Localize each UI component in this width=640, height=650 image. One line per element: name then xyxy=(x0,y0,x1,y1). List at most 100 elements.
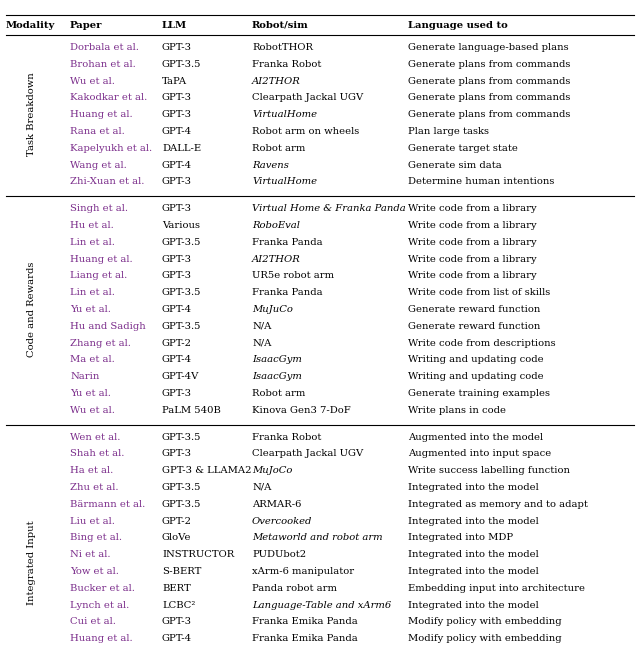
Text: Plan large tasks: Plan large tasks xyxy=(408,127,489,136)
Text: GPT-3: GPT-3 xyxy=(162,449,192,458)
Text: S-BERT: S-BERT xyxy=(162,567,202,576)
Text: GPT-3: GPT-3 xyxy=(162,204,192,213)
Text: Franka Robot: Franka Robot xyxy=(252,60,321,69)
Text: GPT-3.5: GPT-3.5 xyxy=(162,60,202,69)
Text: Clearpath Jackal UGV: Clearpath Jackal UGV xyxy=(252,449,364,458)
Text: Integrated as memory and to adapt: Integrated as memory and to adapt xyxy=(408,500,588,509)
Text: BERT: BERT xyxy=(162,584,191,593)
Text: Write code from a library: Write code from a library xyxy=(408,271,536,280)
Text: N/A: N/A xyxy=(252,339,271,348)
Text: Robot/sim: Robot/sim xyxy=(252,21,308,29)
Text: GPT-4: GPT-4 xyxy=(162,305,192,314)
Text: N/A: N/A xyxy=(252,483,271,492)
Text: LCBC²: LCBC² xyxy=(162,601,195,610)
Text: Ma et al.: Ma et al. xyxy=(70,356,115,364)
Text: Franka Panda: Franka Panda xyxy=(252,288,323,297)
Text: Brohan et al.: Brohan et al. xyxy=(70,60,136,69)
Text: Liang et al.: Liang et al. xyxy=(70,271,127,280)
Text: Generate training examples: Generate training examples xyxy=(408,389,550,398)
Text: Zhu et al.: Zhu et al. xyxy=(70,483,118,492)
Text: Metaworld and robot arm: Metaworld and robot arm xyxy=(252,533,383,542)
Text: Bing et al.: Bing et al. xyxy=(70,533,122,542)
Text: RoboEval: RoboEval xyxy=(252,221,300,230)
Text: Integrated into the model: Integrated into the model xyxy=(408,550,539,559)
Text: GPT-3: GPT-3 xyxy=(162,271,192,280)
Text: INSTRUCTOR: INSTRUCTOR xyxy=(162,550,234,559)
Text: Language used to: Language used to xyxy=(408,21,508,29)
Text: Franka Emika Panda: Franka Emika Panda xyxy=(252,618,358,627)
Text: Robot arm: Robot arm xyxy=(252,144,305,153)
Text: Kinova Gen3 7-DoF: Kinova Gen3 7-DoF xyxy=(252,406,351,415)
Text: VirtualHome: VirtualHome xyxy=(252,110,317,119)
Text: Bucker et al.: Bucker et al. xyxy=(70,584,135,593)
Text: UR5e robot arm: UR5e robot arm xyxy=(252,271,334,280)
Text: Write code from a library: Write code from a library xyxy=(408,204,536,213)
Text: Determine human intentions: Determine human intentions xyxy=(408,177,554,187)
Text: Write plans in code: Write plans in code xyxy=(408,406,506,415)
Text: Write code from a library: Write code from a library xyxy=(408,255,536,263)
Text: Lin et al.: Lin et al. xyxy=(70,238,115,247)
Text: Hu and Sadigh: Hu and Sadigh xyxy=(70,322,146,331)
Text: Panda robot arm: Panda robot arm xyxy=(252,584,337,593)
Text: Integrated into the model: Integrated into the model xyxy=(408,567,539,576)
Text: MuJuCo: MuJuCo xyxy=(252,305,293,314)
Text: Narin: Narin xyxy=(70,372,99,381)
Text: Writing and updating code: Writing and updating code xyxy=(408,356,543,364)
Text: Cui et al.: Cui et al. xyxy=(70,618,116,627)
Text: Hu et al.: Hu et al. xyxy=(70,221,114,230)
Text: Kapelyukh et al.: Kapelyukh et al. xyxy=(70,144,152,153)
Text: Robot arm: Robot arm xyxy=(252,389,305,398)
Text: Language-Table and xArm6: Language-Table and xArm6 xyxy=(252,601,391,610)
Text: Generate plans from commands: Generate plans from commands xyxy=(408,94,570,102)
Text: Write code from a library: Write code from a library xyxy=(408,238,536,247)
Text: Write code from descriptions: Write code from descriptions xyxy=(408,339,556,348)
Text: Ravens: Ravens xyxy=(252,161,289,170)
Text: Franka Panda: Franka Panda xyxy=(252,238,323,247)
Text: GPT-4: GPT-4 xyxy=(162,127,192,136)
Text: Rana et al.: Rana et al. xyxy=(70,127,125,136)
Text: Augmented into input space: Augmented into input space xyxy=(408,449,551,458)
Text: GPT-3: GPT-3 xyxy=(162,43,192,52)
Text: Integrated into MDP: Integrated into MDP xyxy=(408,533,513,542)
Text: Wen et al.: Wen et al. xyxy=(70,432,120,441)
Text: GPT-2: GPT-2 xyxy=(162,339,192,348)
Text: IsaacGym: IsaacGym xyxy=(252,372,302,381)
Text: MuJoCo: MuJoCo xyxy=(252,466,292,475)
Text: GPT-3.5: GPT-3.5 xyxy=(162,288,202,297)
Text: DALL-E: DALL-E xyxy=(162,144,201,153)
Text: RobotTHOR: RobotTHOR xyxy=(252,43,313,52)
Text: GPT-3: GPT-3 xyxy=(162,255,192,263)
Text: GPT-4: GPT-4 xyxy=(162,161,192,170)
Text: Overcooked: Overcooked xyxy=(252,517,312,525)
Text: Task Breakdown: Task Breakdown xyxy=(28,73,36,157)
Text: Embedding input into architecture: Embedding input into architecture xyxy=(408,584,585,593)
Text: TaPA: TaPA xyxy=(162,77,187,86)
Text: GPT-3.5: GPT-3.5 xyxy=(162,238,202,247)
Text: Augmented into the model: Augmented into the model xyxy=(408,432,543,441)
Text: GPT-3.5: GPT-3.5 xyxy=(162,432,202,441)
Text: Lynch et al.: Lynch et al. xyxy=(70,601,129,610)
Text: Franka Robot: Franka Robot xyxy=(252,432,321,441)
Text: Generate target state: Generate target state xyxy=(408,144,518,153)
Text: Huang et al.: Huang et al. xyxy=(70,255,132,263)
Text: Zhi-Xuan et al.: Zhi-Xuan et al. xyxy=(70,177,145,187)
Text: Shah et al.: Shah et al. xyxy=(70,449,124,458)
Text: Integrated Input: Integrated Input xyxy=(28,521,36,605)
Text: GPT-2: GPT-2 xyxy=(162,517,192,525)
Text: Singh et al.: Singh et al. xyxy=(70,204,128,213)
Text: Ni et al.: Ni et al. xyxy=(70,550,111,559)
Text: GPT-3.5: GPT-3.5 xyxy=(162,500,202,509)
Text: VirtualHome: VirtualHome xyxy=(252,177,317,187)
Text: Generate plans from commands: Generate plans from commands xyxy=(408,110,570,119)
Text: GPT-3.5: GPT-3.5 xyxy=(162,483,202,492)
Text: PaLM 540B: PaLM 540B xyxy=(162,406,221,415)
Text: Generate plans from commands: Generate plans from commands xyxy=(408,77,570,86)
Text: Write code from list of skills: Write code from list of skills xyxy=(408,288,550,297)
Text: Code and Rewards: Code and Rewards xyxy=(28,262,36,357)
Text: Yu et al.: Yu et al. xyxy=(70,389,111,398)
Text: Ha et al.: Ha et al. xyxy=(70,466,113,475)
Text: xArm-6 manipulator: xArm-6 manipulator xyxy=(252,567,354,576)
Text: GPT-4: GPT-4 xyxy=(162,634,192,643)
Text: GPT-4V: GPT-4V xyxy=(162,372,200,381)
Text: N/A: N/A xyxy=(252,322,271,331)
